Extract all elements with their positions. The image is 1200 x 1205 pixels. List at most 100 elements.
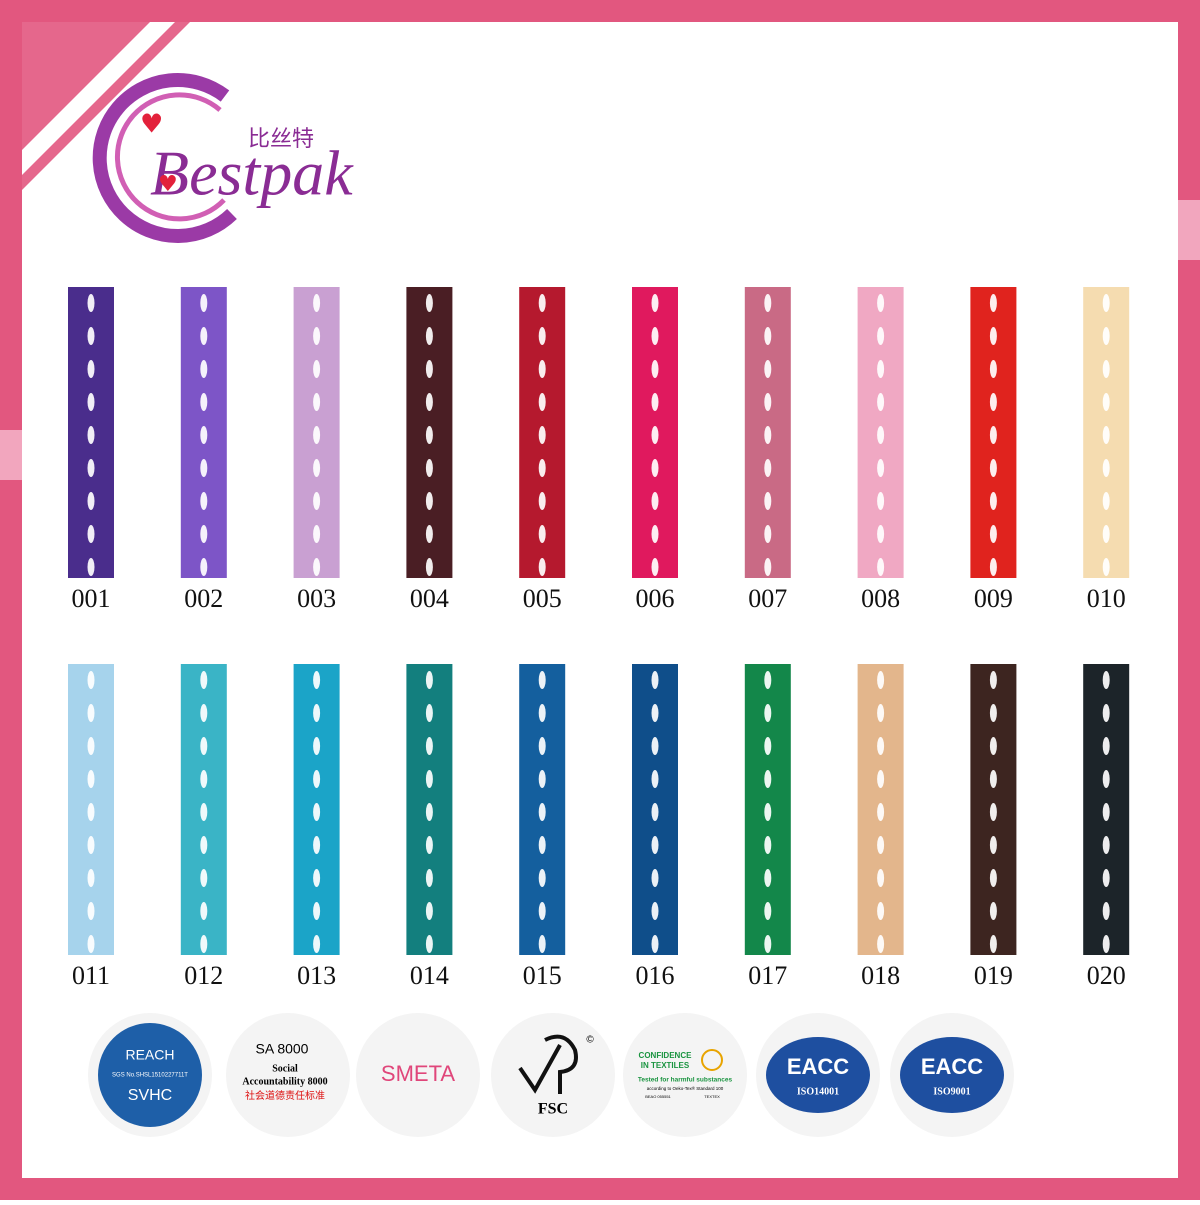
stitch [1102,836,1110,854]
swatch-code: 007 [748,584,787,613]
badge-eacc1: EACC ISO14001 [756,1013,880,1137]
stitch [313,393,321,411]
stitch [425,558,433,576]
stitch [651,393,659,411]
swatch: 017 [744,664,791,990]
stitch [877,492,885,510]
stitch [87,459,95,477]
stitch [989,902,997,920]
stitch [313,327,321,345]
stitch [425,770,433,788]
stitch [989,327,997,345]
swatch-code: 011 [72,961,110,990]
stitch [764,902,772,920]
swatch: 002 [180,287,227,613]
stitch [425,836,433,854]
corner-stripe [22,22,175,175]
stitch [1102,704,1110,722]
stitch [313,558,321,576]
stitch [313,869,321,887]
stitch [425,459,433,477]
stitch [87,492,95,510]
stitch [1102,525,1110,543]
stitch [989,492,997,510]
stitch [1102,737,1110,755]
badge-bg [226,1013,350,1137]
stitch [1102,902,1110,920]
badge-text: CONFIDENCE [639,1051,693,1060]
stitch [651,294,659,312]
badge-disc [900,1037,1004,1113]
stitch [200,558,208,576]
stitch [87,704,95,722]
swatch: 003 [293,287,340,613]
stitch [651,459,659,477]
stitch [989,869,997,887]
stitch [200,869,208,887]
badge-text: © [586,1035,594,1046]
swatch-grid: 001 002 003 004 005 006 007 008 009 010 011 012 013 0… [68,287,1130,990]
stitch [989,525,997,543]
stitch [989,671,997,689]
side-stripe [0,430,22,480]
stitch [877,803,885,821]
stitch [425,869,433,887]
stitch [425,935,433,953]
stitch [425,360,433,378]
stitch [877,558,885,576]
stitch [313,525,321,543]
stitch [877,426,885,444]
badge-disc [766,1037,870,1113]
badge-text: ISO14001 [797,1086,839,1097]
stitch [1102,492,1110,510]
stitch [538,327,546,345]
stitch [1102,327,1110,345]
stitch [200,294,208,312]
stitch [538,294,546,312]
stitch [425,803,433,821]
swatch: 011 [68,664,114,990]
stitch [764,393,772,411]
stitch [877,902,885,920]
stitch [538,869,546,887]
stitch [425,737,433,755]
stitch [87,671,95,689]
stitch [538,836,546,854]
stitch [313,704,321,722]
swatch-code: 014 [410,961,449,990]
stitch [651,558,659,576]
badge-text: TEXTEX [704,1094,720,1099]
stitch [989,935,997,953]
stitch [538,902,546,920]
stitch [764,327,772,345]
swatch: 005 [519,287,566,613]
stitch [989,558,997,576]
stitch [989,393,997,411]
stitch [764,294,772,312]
stitch [200,525,208,543]
stitch [538,360,546,378]
swatch-code: 006 [636,584,675,613]
stitch [877,935,885,953]
stitch [764,525,772,543]
stitch [425,525,433,543]
logo-arc [114,92,226,222]
swatch-code: 004 [410,584,449,613]
stitch [651,737,659,755]
stitch [87,426,95,444]
stitch [764,704,772,722]
badge-text: SA 8000 [256,1041,309,1057]
badge-text: REACH [125,1047,174,1063]
stitch [538,393,546,411]
stitch [651,770,659,788]
stitch [1102,459,1110,477]
badge-text: FSC [538,1101,568,1118]
stitch [651,704,659,722]
stitch [989,426,997,444]
swatch-code: 015 [523,961,562,990]
swatch: 015 [519,664,566,990]
stitch [200,836,208,854]
heart: ♥ [140,110,163,140]
stitch [651,360,659,378]
stitch [651,902,659,920]
